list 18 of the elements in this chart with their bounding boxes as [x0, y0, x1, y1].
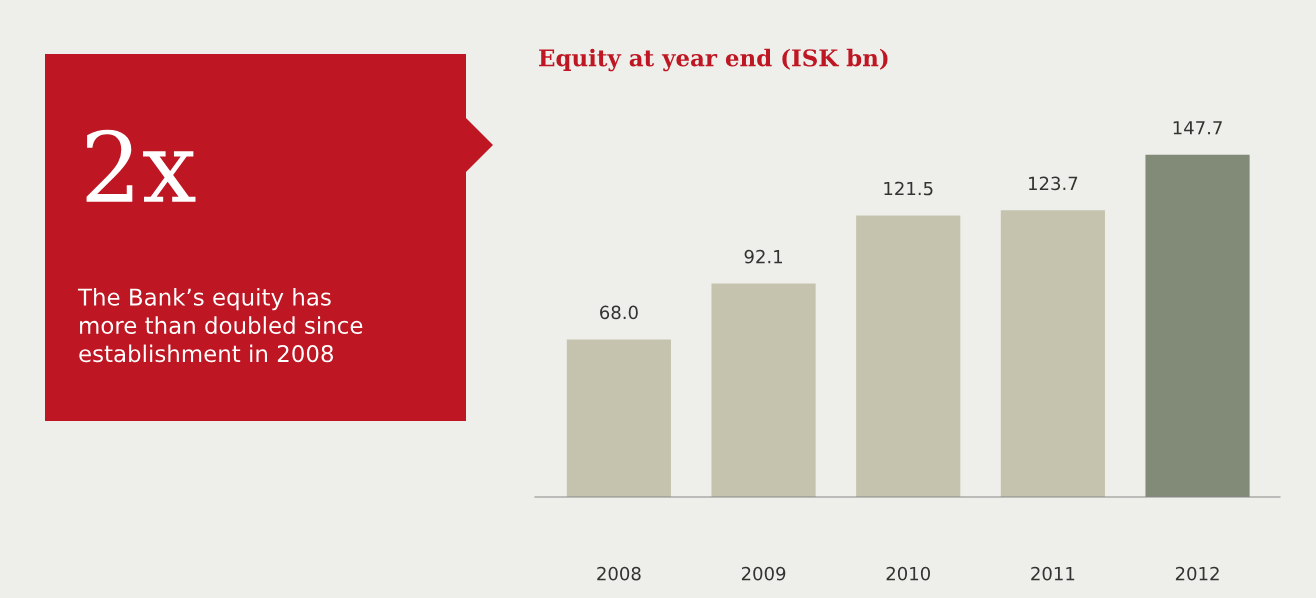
x-tick-label: 2008: [597, 566, 641, 581]
x-tick-label: 2012: [1175, 566, 1219, 581]
data-label: 68.0: [600, 305, 638, 320]
bar: [1000, 210, 1105, 497]
chart-title: Equity at year end (ISK bn): [539, 48, 888, 72]
x-tick-label: 2011: [1031, 566, 1075, 581]
bar: [711, 283, 816, 497]
data-label: 92.1: [744, 249, 782, 264]
data-label: 147.7: [1173, 121, 1222, 135]
bar: [856, 215, 961, 497]
text: 2x: [86, 129, 196, 202]
x-tick-label: 2010: [886, 566, 930, 581]
data-label: 123.7: [1029, 176, 1078, 191]
bar: [566, 339, 671, 497]
text: The Bank’s equity has more than doubled since establishment in 2008: [77, 288, 363, 363]
bar: [1145, 154, 1250, 497]
data-label: 121.5: [884, 181, 933, 196]
x-tick-label: 2009: [741, 566, 786, 581]
